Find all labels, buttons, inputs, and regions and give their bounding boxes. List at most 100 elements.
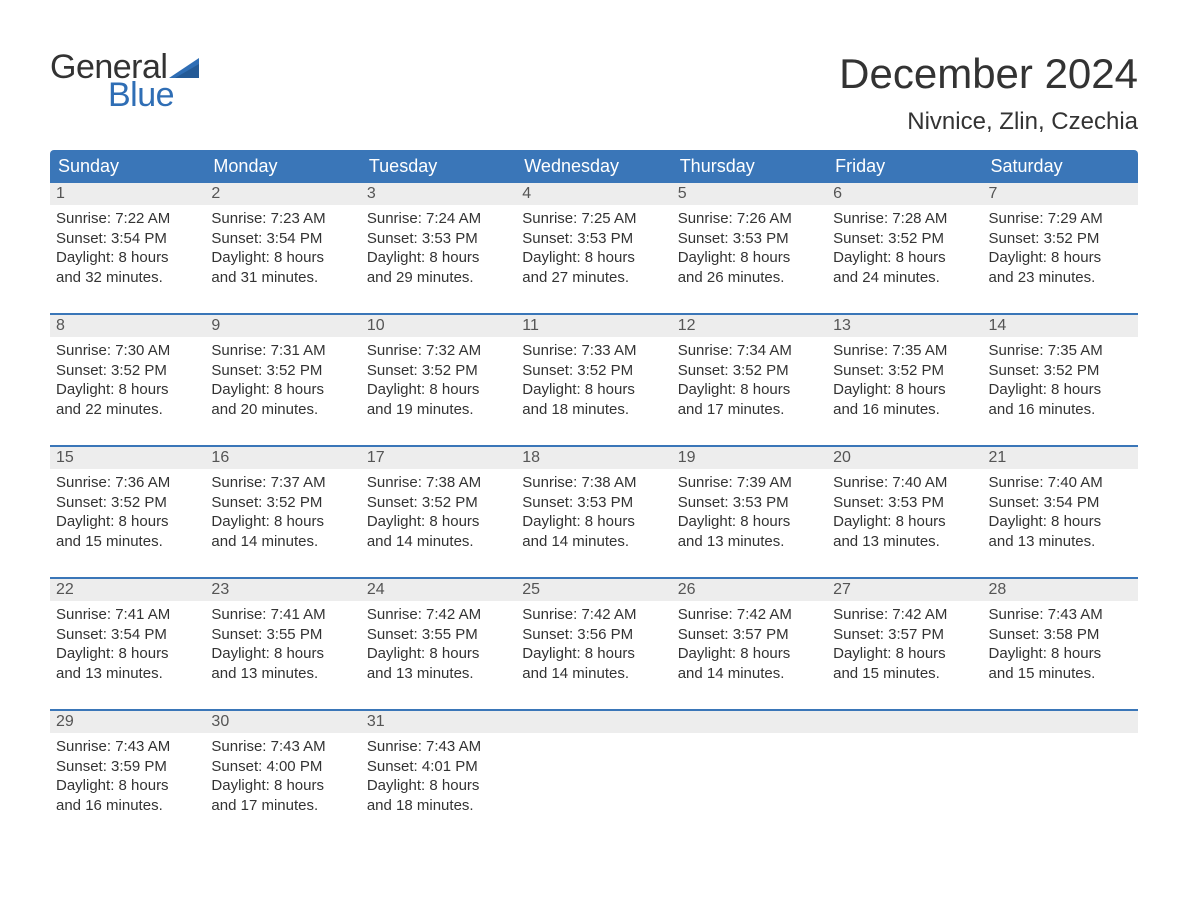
- day-number: 26: [672, 579, 827, 601]
- d1-text: Daylight: 8 hours: [989, 512, 1132, 532]
- sunset-text: Sunset: 4:01 PM: [367, 757, 510, 777]
- day-details: Sunrise: 7:38 AMSunset: 3:52 PMDaylight:…: [361, 469, 516, 557]
- calendar-cell: 21Sunrise: 7:40 AMSunset: 3:54 PMDayligh…: [983, 447, 1138, 565]
- d1-text: Daylight: 8 hours: [522, 380, 665, 400]
- day-number: 28: [983, 579, 1138, 601]
- day-details: Sunrise: 7:42 AMSunset: 3:55 PMDaylight:…: [361, 601, 516, 689]
- d2-text: and 15 minutes.: [833, 664, 976, 684]
- weekday-label: Saturday: [983, 150, 1138, 183]
- day-details: Sunrise: 7:22 AMSunset: 3:54 PMDaylight:…: [50, 205, 205, 293]
- page-title: December 2024: [839, 50, 1138, 98]
- day-details: Sunrise: 7:32 AMSunset: 3:52 PMDaylight:…: [361, 337, 516, 425]
- sunrise-text: Sunrise: 7:43 AM: [989, 605, 1132, 625]
- day-details: Sunrise: 7:41 AMSunset: 3:55 PMDaylight:…: [205, 601, 360, 689]
- d1-text: Daylight: 8 hours: [678, 248, 821, 268]
- d2-text: and 13 minutes.: [833, 532, 976, 552]
- day-details: Sunrise: 7:26 AMSunset: 3:53 PMDaylight:…: [672, 205, 827, 293]
- d1-text: Daylight: 8 hours: [211, 380, 354, 400]
- d1-text: Daylight: 8 hours: [367, 512, 510, 532]
- sunset-text: Sunset: 3:53 PM: [678, 229, 821, 249]
- d2-text: and 18 minutes.: [367, 796, 510, 816]
- sunrise-text: Sunrise: 7:37 AM: [211, 473, 354, 493]
- sunset-text: Sunset: 3:53 PM: [522, 493, 665, 513]
- d1-text: Daylight: 8 hours: [833, 512, 976, 532]
- sunrise-text: Sunrise: 7:42 AM: [522, 605, 665, 625]
- day-number: 30: [205, 711, 360, 733]
- sunrise-text: Sunrise: 7:31 AM: [211, 341, 354, 361]
- day-details: Sunrise: 7:40 AMSunset: 3:54 PMDaylight:…: [983, 469, 1138, 557]
- sunset-text: Sunset: 3:52 PM: [211, 361, 354, 381]
- calendar-cell: 14Sunrise: 7:35 AMSunset: 3:52 PMDayligh…: [983, 315, 1138, 433]
- d1-text: Daylight: 8 hours: [989, 380, 1132, 400]
- day-details: Sunrise: 7:43 AMSunset: 4:01 PMDaylight:…: [361, 733, 516, 821]
- sunrise-text: Sunrise: 7:22 AM: [56, 209, 199, 229]
- logo-text-blue: Blue: [108, 78, 199, 112]
- day-details: Sunrise: 7:43 AMSunset: 3:58 PMDaylight:…: [983, 601, 1138, 689]
- calendar-cell: 10Sunrise: 7:32 AMSunset: 3:52 PMDayligh…: [361, 315, 516, 433]
- d2-text: and 24 minutes.: [833, 268, 976, 288]
- calendar-cell: 20Sunrise: 7:40 AMSunset: 3:53 PMDayligh…: [827, 447, 982, 565]
- sunrise-text: Sunrise: 7:32 AM: [367, 341, 510, 361]
- d2-text: and 17 minutes.: [211, 796, 354, 816]
- sunrise-text: Sunrise: 7:25 AM: [522, 209, 665, 229]
- d1-text: Daylight: 8 hours: [678, 380, 821, 400]
- d1-text: Daylight: 8 hours: [211, 248, 354, 268]
- weekday-label: Wednesday: [516, 150, 671, 183]
- sunset-text: Sunset: 3:54 PM: [56, 229, 199, 249]
- sunrise-text: Sunrise: 7:36 AM: [56, 473, 199, 493]
- calendar-cell: 22Sunrise: 7:41 AMSunset: 3:54 PMDayligh…: [50, 579, 205, 697]
- day-number: 24: [361, 579, 516, 601]
- sunrise-text: Sunrise: 7:35 AM: [833, 341, 976, 361]
- sunset-text: Sunset: 3:55 PM: [211, 625, 354, 645]
- d1-text: Daylight: 8 hours: [56, 776, 199, 796]
- sunrise-text: Sunrise: 7:30 AM: [56, 341, 199, 361]
- d2-text: and 14 minutes.: [367, 532, 510, 552]
- sunrise-text: Sunrise: 7:24 AM: [367, 209, 510, 229]
- d2-text: and 14 minutes.: [678, 664, 821, 684]
- d2-text: and 23 minutes.: [989, 268, 1132, 288]
- day-details: Sunrise: 7:43 AMSunset: 3:59 PMDaylight:…: [50, 733, 205, 821]
- day-number: 4: [516, 183, 671, 205]
- brand-logo: General Blue: [50, 50, 199, 112]
- weekday-label: Tuesday: [361, 150, 516, 183]
- sunrise-text: Sunrise: 7:43 AM: [211, 737, 354, 757]
- d2-text: and 13 minutes.: [56, 664, 199, 684]
- d1-text: Daylight: 8 hours: [833, 380, 976, 400]
- d1-text: Daylight: 8 hours: [211, 644, 354, 664]
- d2-text: and 15 minutes.: [56, 532, 199, 552]
- sunrise-text: Sunrise: 7:38 AM: [522, 473, 665, 493]
- d2-text: and 16 minutes.: [56, 796, 199, 816]
- sunrise-text: Sunrise: 7:33 AM: [522, 341, 665, 361]
- day-details: Sunrise: 7:34 AMSunset: 3:52 PMDaylight:…: [672, 337, 827, 425]
- day-details: Sunrise: 7:33 AMSunset: 3:52 PMDaylight:…: [516, 337, 671, 425]
- sunrise-text: Sunrise: 7:43 AM: [367, 737, 510, 757]
- calendar-week: 8Sunrise: 7:30 AMSunset: 3:52 PMDaylight…: [50, 313, 1138, 433]
- sunset-text: Sunset: 3:54 PM: [56, 625, 199, 645]
- d1-text: Daylight: 8 hours: [833, 248, 976, 268]
- d2-text: and 17 minutes.: [678, 400, 821, 420]
- title-block: December 2024 Nivnice, Zlin, Czechia: [839, 50, 1138, 136]
- day-number: 1: [50, 183, 205, 205]
- day-number: [672, 711, 827, 733]
- calendar-cell: [516, 711, 671, 829]
- day-number: 15: [50, 447, 205, 469]
- day-number: 10: [361, 315, 516, 337]
- day-number: 6: [827, 183, 982, 205]
- sunrise-text: Sunrise: 7:42 AM: [833, 605, 976, 625]
- day-details: Sunrise: 7:42 AMSunset: 3:57 PMDaylight:…: [672, 601, 827, 689]
- sunset-text: Sunset: 3:59 PM: [56, 757, 199, 777]
- calendar-cell: 25Sunrise: 7:42 AMSunset: 3:56 PMDayligh…: [516, 579, 671, 697]
- calendar-cell: 7Sunrise: 7:29 AMSunset: 3:52 PMDaylight…: [983, 183, 1138, 301]
- day-details: Sunrise: 7:35 AMSunset: 3:52 PMDaylight:…: [983, 337, 1138, 425]
- header: General Blue December 2024 Nivnice, Zlin…: [50, 50, 1138, 136]
- calendar-cell: 27Sunrise: 7:42 AMSunset: 3:57 PMDayligh…: [827, 579, 982, 697]
- sunset-text: Sunset: 3:54 PM: [211, 229, 354, 249]
- weekday-label: Sunday: [50, 150, 205, 183]
- calendar-cell: 30Sunrise: 7:43 AMSunset: 4:00 PMDayligh…: [205, 711, 360, 829]
- calendar-cell: [983, 711, 1138, 829]
- calendar-cell: 19Sunrise: 7:39 AMSunset: 3:53 PMDayligh…: [672, 447, 827, 565]
- sunrise-text: Sunrise: 7:40 AM: [833, 473, 976, 493]
- sunset-text: Sunset: 3:52 PM: [211, 493, 354, 513]
- day-number: 11: [516, 315, 671, 337]
- calendar-cell: 24Sunrise: 7:42 AMSunset: 3:55 PMDayligh…: [361, 579, 516, 697]
